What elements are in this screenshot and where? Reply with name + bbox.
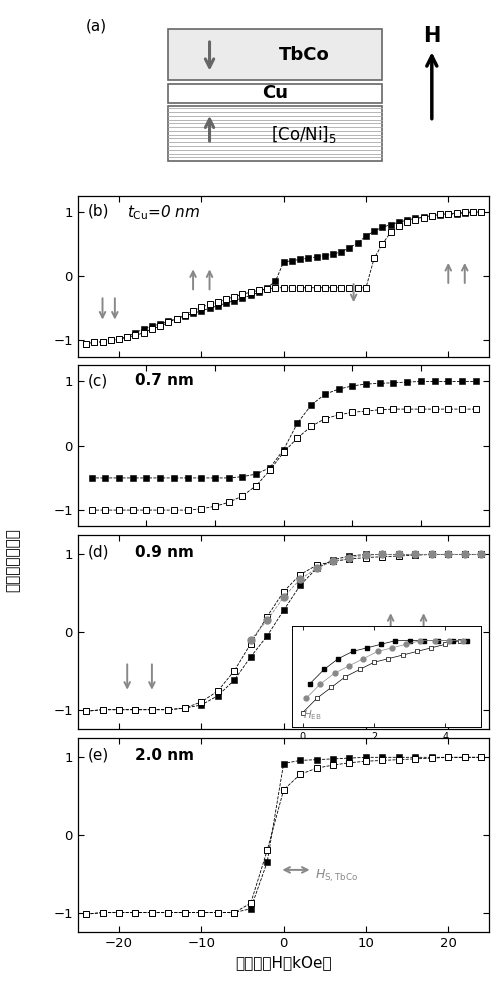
Text: $H_\mathrm{S,TbCo}$: $H_\mathrm{S,TbCo}$ <box>314 867 358 884</box>
Text: Cu: Cu <box>262 84 288 102</box>
FancyBboxPatch shape <box>168 29 382 80</box>
FancyBboxPatch shape <box>168 106 382 161</box>
Text: $[\mathrm{Co/Ni}]_5$: $[\mathrm{Co/Ni}]_5$ <box>271 124 337 145</box>
Text: 归一化磁化强度: 归一化磁化强度 <box>5 528 20 592</box>
Text: (e): (e) <box>88 748 109 763</box>
Text: (a): (a) <box>86 18 107 33</box>
Text: (b): (b) <box>88 204 109 219</box>
Text: (c): (c) <box>88 373 108 388</box>
X-axis label: 外加磁场H（kOe）: 外加磁场H（kOe） <box>235 955 331 970</box>
Text: $t_\mathrm{Cu}$=0 nm: $t_\mathrm{Cu}$=0 nm <box>127 204 200 222</box>
Text: 0.9 nm: 0.9 nm <box>135 545 194 560</box>
Text: TbCo: TbCo <box>278 46 329 64</box>
Text: 0.7 nm: 0.7 nm <box>135 373 194 388</box>
Text: H: H <box>422 26 440 46</box>
FancyBboxPatch shape <box>168 84 382 103</box>
Text: (d): (d) <box>88 545 109 560</box>
Text: 2.0 nm: 2.0 nm <box>135 748 194 763</box>
